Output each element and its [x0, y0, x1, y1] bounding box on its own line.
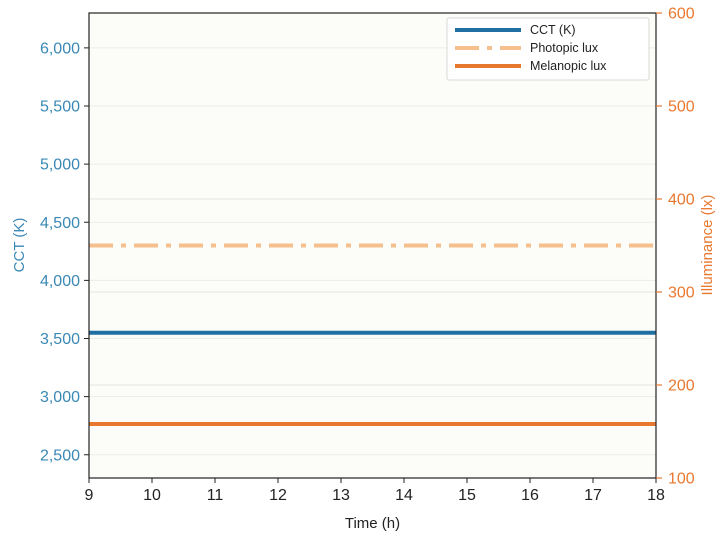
legend-label-melanopic: Melanopic lux [530, 59, 607, 73]
right-tick-label: 200 [668, 378, 695, 395]
x-tick-label: 14 [395, 487, 413, 504]
legend: CCT (K) Photopic lux Melanopic lux [446, 17, 650, 81]
x-tick-label: 11 [207, 487, 224, 504]
plot-frame [88, 12, 657, 479]
left-tick-label: 5,000 [40, 157, 80, 174]
right-tick-label: 100 [668, 471, 695, 488]
legend-label-photopic: Photopic lux [530, 41, 599, 55]
gridlines [89, 47, 656, 456]
right-tick-label: 300 [668, 285, 695, 302]
x-axis: 9 10 11 12 13 14 15 16 17 18 [85, 478, 665, 504]
left-y-axis-label: CCT (K) [11, 218, 28, 273]
left-tick-label: 2,500 [40, 447, 80, 464]
right-tick-label: 500 [668, 99, 695, 116]
x-tick-label: 18 [647, 487, 665, 504]
x-tick-label: 16 [521, 487, 539, 504]
right-tick-label: 600 [668, 6, 695, 23]
right-tick-label: 400 [668, 192, 695, 209]
left-tick-label: 5,500 [40, 99, 80, 116]
x-tick-label: 10 [143, 487, 161, 504]
left-tick-label: 3,000 [40, 389, 80, 406]
left-tick-label: 4,500 [40, 215, 80, 232]
x-tick-label: 17 [584, 487, 602, 504]
left-tick-label: 4,000 [40, 273, 80, 290]
left-tick-label: 3,500 [40, 331, 80, 348]
right-y-axis: 100 200 300 400 500 600 [656, 6, 695, 488]
x-tick-label: 15 [458, 487, 476, 504]
x-tick-label: 9 [85, 487, 94, 504]
x-axis-label: Time (h) [345, 515, 400, 532]
left-tick-label: 6,000 [40, 40, 80, 57]
legend-label-cct: CCT (K) [530, 23, 576, 37]
x-tick-label: 13 [332, 487, 350, 504]
series-layer [89, 243, 656, 427]
right-y-axis-label: Illuminance (lx) [699, 195, 716, 296]
left-y-axis: 2,500 3,000 3,500 4,000 4,500 5,000 5,500 6,000 [40, 40, 89, 464]
x-tick-label: 12 [269, 487, 287, 504]
